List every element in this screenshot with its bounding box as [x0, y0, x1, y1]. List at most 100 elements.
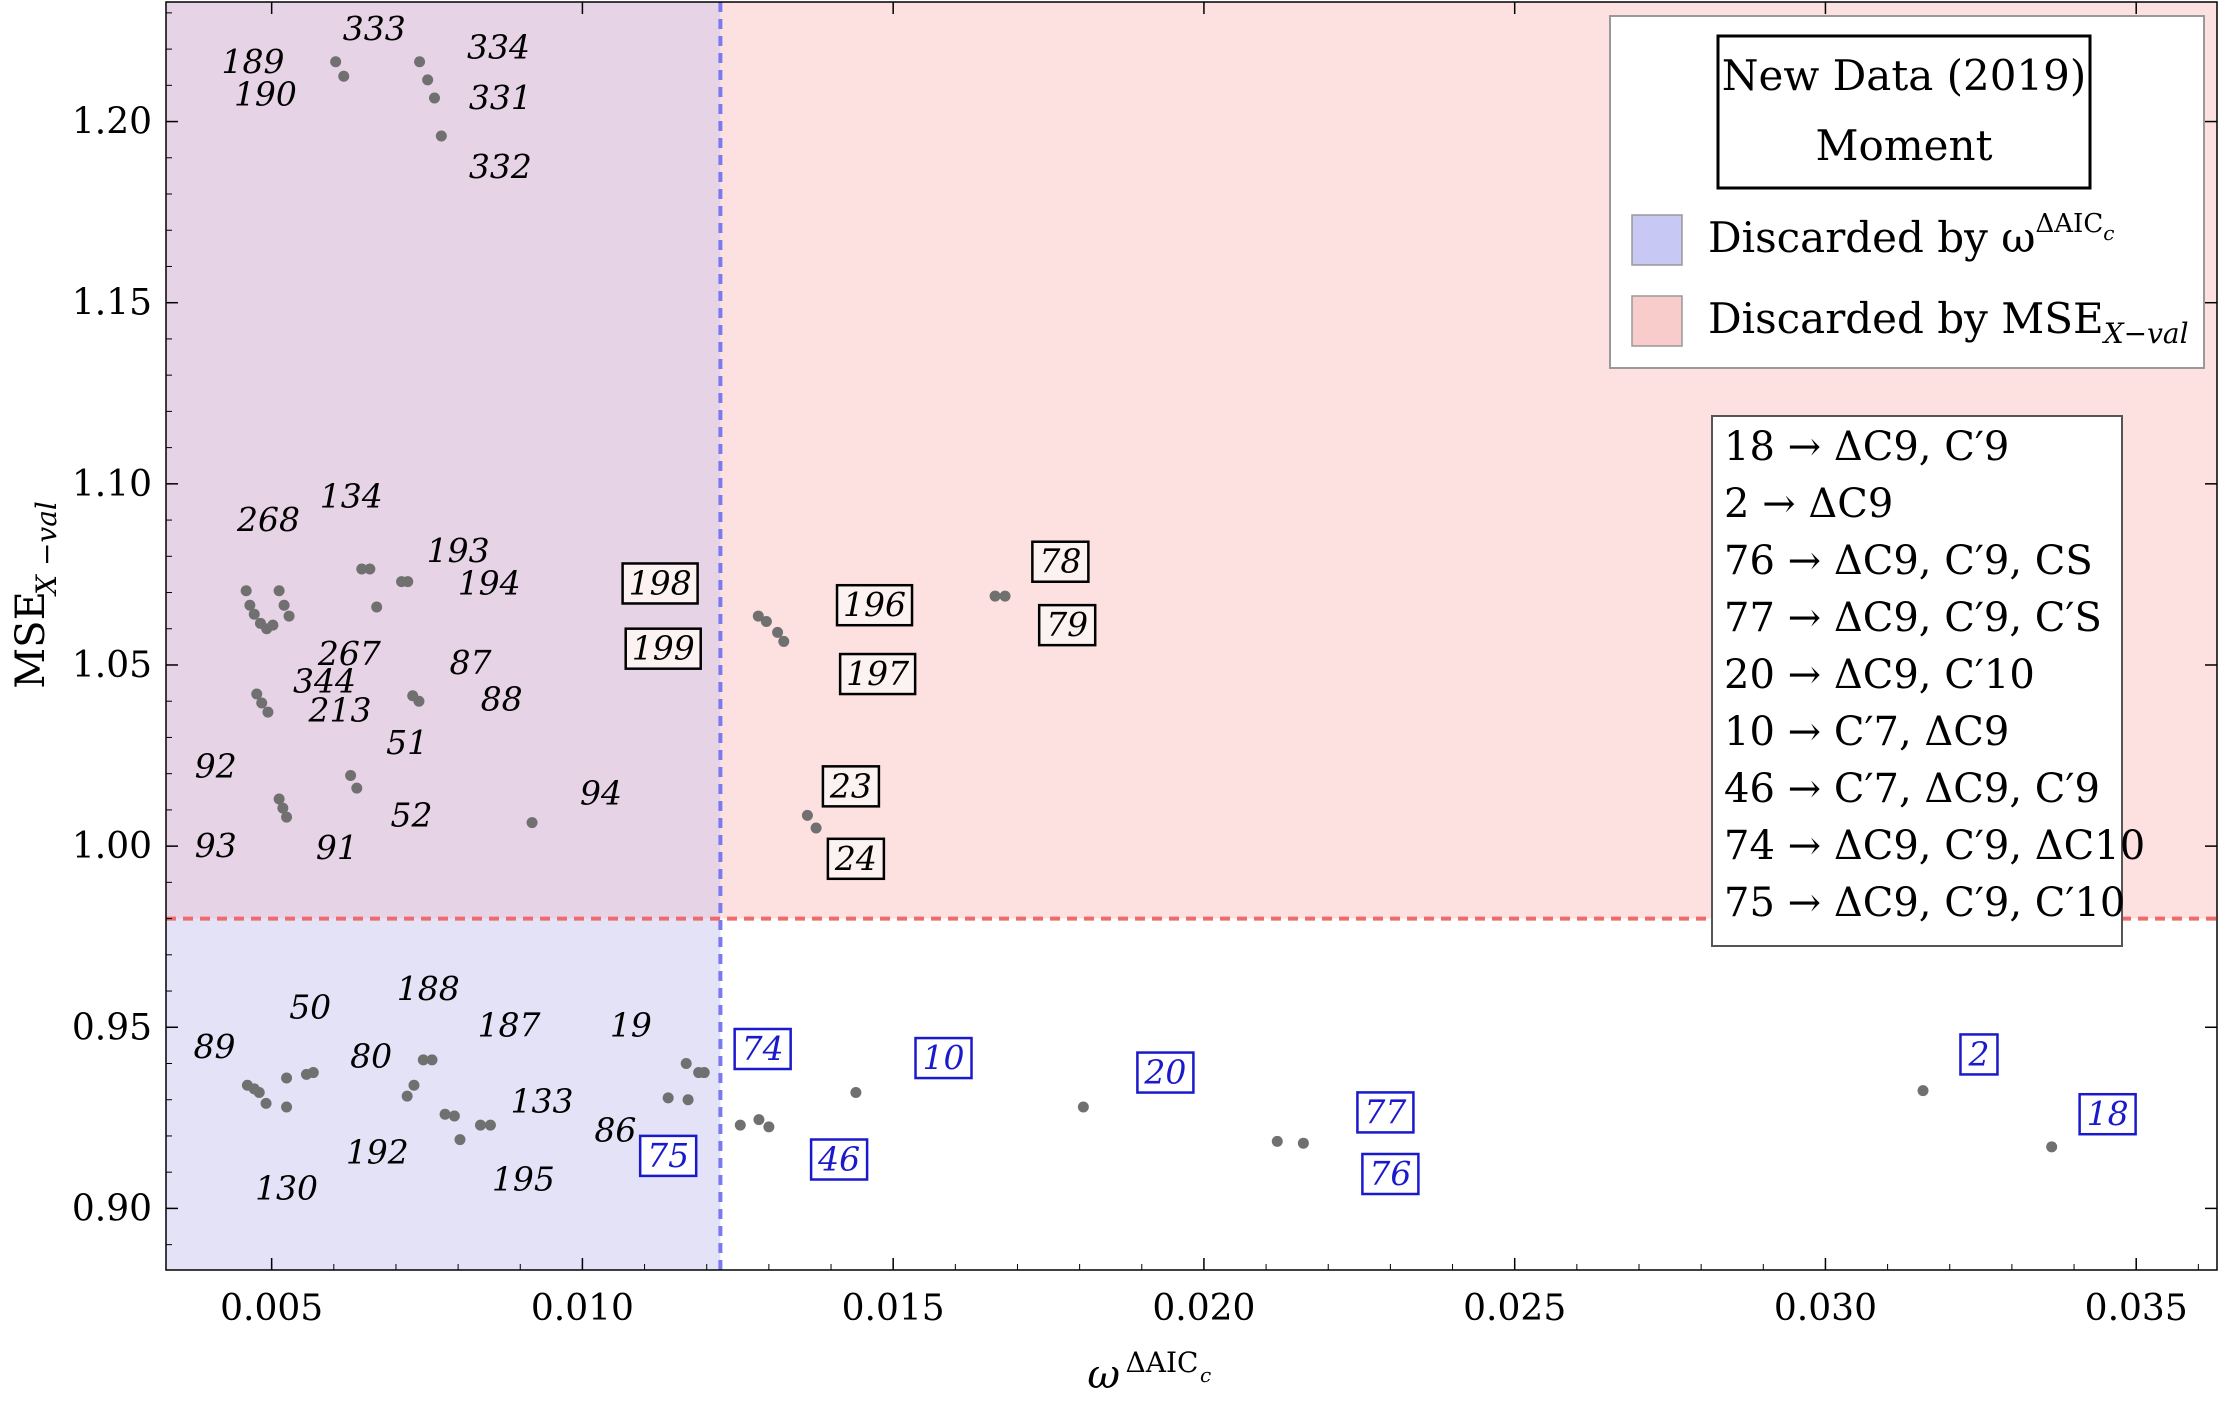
model-key-line: 77 → ΔC9, C′9, C′S	[1724, 595, 2102, 641]
legend-title-box	[1716, 34, 2092, 190]
point-label-text: 51	[386, 723, 428, 762]
point-label: 88	[481, 679, 523, 718]
point-label-text: 199	[632, 629, 695, 668]
point-label-box	[1356, 1091, 1415, 1134]
point-label-text: 268	[236, 500, 300, 539]
point-label: 196	[835, 583, 914, 627]
data-point	[262, 706, 274, 718]
data-point	[1077, 1101, 1089, 1113]
point-label-text: 23	[829, 766, 872, 805]
point-label-box	[835, 583, 914, 627]
point-label-text: 194	[458, 563, 521, 602]
data-point	[281, 1072, 293, 1084]
data-point	[682, 1094, 694, 1106]
data-point	[256, 697, 268, 709]
point-label: 78	[1031, 540, 1090, 583]
y-axis-title: MSE X −val	[8, 501, 63, 689]
point-label: 268	[236, 500, 300, 539]
point-label-box	[914, 1036, 973, 1080]
x-axis-title: ω ΔAIC c	[1087, 1346, 1211, 1398]
y-tick-label: 0.90	[72, 1188, 152, 1229]
data-point	[698, 1067, 710, 1079]
point-label-text: 74	[742, 1029, 784, 1068]
point-label-text: 91	[316, 828, 358, 867]
model-key-line: 76 → ΔC9, C′9, CS	[1724, 538, 2093, 584]
data-point	[435, 130, 447, 142]
point-label: 133	[511, 1082, 574, 1121]
point-label-box	[1031, 540, 1090, 583]
point-label-text: 10	[923, 1038, 965, 1077]
legend-title-line1: New Data (2019)	[1722, 51, 2087, 100]
data-point	[248, 608, 260, 620]
data-points	[240, 56, 2058, 1153]
point-label: 18	[2078, 1092, 2137, 1136]
point-label-text: 87	[450, 643, 492, 682]
point-label: 52	[390, 795, 432, 834]
data-point	[408, 1079, 420, 1091]
data-point	[989, 590, 1001, 602]
point-label-text: 24	[834, 839, 877, 878]
point-label: 189	[222, 42, 285, 81]
data-point	[345, 769, 357, 781]
data-point	[401, 1090, 413, 1102]
point-label: 344	[293, 661, 356, 700]
point-label: 76	[1361, 1152, 1420, 1196]
data-point	[267, 619, 279, 631]
point-label-box	[1037, 603, 1097, 647]
plot-frame	[165, 1, 2218, 1271]
point-label: 134	[320, 477, 383, 516]
point-label-text: 196	[843, 585, 906, 624]
point-label-box	[1136, 1051, 1195, 1094]
point-label: 77	[1356, 1091, 1415, 1134]
x-tick-label: 0.035	[2085, 1288, 2188, 1329]
data-point	[422, 74, 434, 86]
point-label-text: 52	[390, 795, 432, 834]
legend-swatch-red	[1631, 295, 1683, 347]
point-label-text: 18	[2087, 1094, 2129, 1133]
data-point	[448, 1110, 460, 1122]
data-point	[338, 70, 350, 82]
point-label-text: 213	[308, 690, 372, 729]
data-point	[1297, 1137, 1309, 1149]
data-point	[260, 1097, 272, 1109]
point-label-text: 193	[427, 531, 490, 570]
point-label-box	[1959, 1033, 1999, 1076]
point-label-text: 46	[817, 1140, 860, 1179]
data-point	[251, 688, 263, 700]
point-label-text: 78	[1039, 542, 1081, 581]
data-point	[801, 809, 813, 821]
point-label-text: 190	[234, 74, 297, 113]
axis-ticks: 0.005 0.010 0.015 0.020 0.025 0.030 0.035 0.90 0…	[72, 2, 2217, 1329]
point-label-text: 76	[1369, 1154, 1411, 1193]
point-label-text: 20	[1143, 1053, 1186, 1092]
data-point	[428, 92, 440, 104]
y-axis-title-sub: X −val	[30, 501, 63, 597]
point-label: 188	[397, 969, 460, 1008]
data-point	[278, 599, 290, 611]
point-label-text: 77	[1364, 1092, 1406, 1131]
point-label: 10	[914, 1036, 973, 1080]
point-label-text: 198	[629, 563, 692, 602]
data-point	[763, 1121, 775, 1133]
model-key-line: 18 → ΔC9, C′9	[1724, 424, 2009, 470]
point-label: 50	[289, 987, 331, 1026]
point-label-text: 79	[1046, 605, 1088, 644]
data-point	[330, 56, 342, 68]
data-point	[417, 1054, 429, 1066]
point-label-text: 192	[346, 1132, 409, 1171]
model-key-line: 20 → ΔC9, C′10	[1724, 652, 2035, 698]
point-label: 213	[308, 690, 372, 729]
data-point	[484, 1119, 496, 1131]
point-label-text: 93	[195, 826, 237, 865]
data-point	[526, 817, 538, 829]
data-point	[277, 802, 289, 814]
point-label-box	[821, 765, 881, 808]
data-point	[371, 601, 383, 613]
point-label-text: 134	[320, 477, 383, 516]
x-tick-label: 0.030	[1774, 1288, 1877, 1329]
x-tick-label: 0.015	[842, 1288, 945, 1329]
point-label: 198	[621, 562, 699, 605]
point-label-text: 267	[317, 634, 381, 673]
legend: New Data (2019) Moment Discarded by ωΔAI…	[1609, 15, 2205, 369]
